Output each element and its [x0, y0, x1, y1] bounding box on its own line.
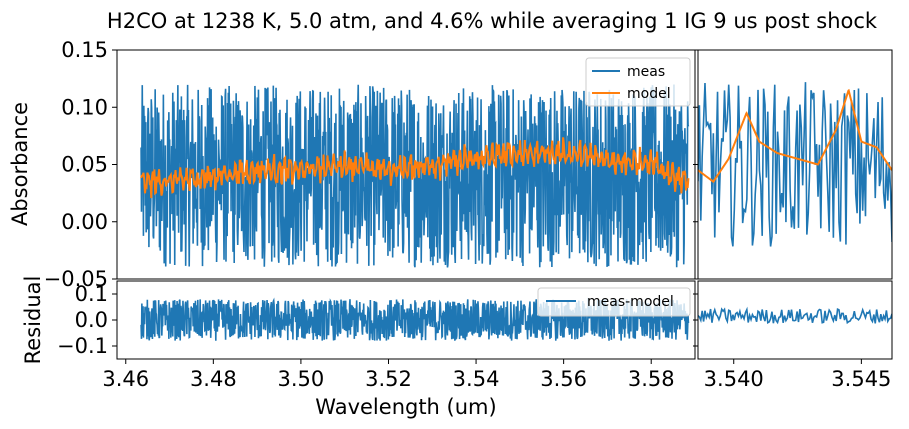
legend-label-meas: meas	[627, 64, 665, 80]
legend-box	[537, 287, 691, 317]
x-tick-label: 3.58	[628, 367, 675, 391]
y-tick-label: 0.05	[61, 153, 108, 177]
chart-title: H2CO at 1238 K, 5.0 atm, and 4.6% while …	[107, 9, 878, 33]
y-tick-label: −0.1	[57, 334, 108, 358]
x-axis-label: Wavelength (um)	[315, 395, 496, 419]
legend-label-model: model	[627, 86, 671, 102]
y-tick-label: 0.00	[61, 210, 108, 234]
y-tick-label: 0.1	[75, 282, 108, 306]
y-tick-label: 0.15	[61, 38, 108, 62]
x-tick-label: 3.54	[453, 367, 500, 391]
legend-residual: meas-model	[537, 287, 691, 317]
absorbance-main-panel: −0.05 0.00 0.05 0.10 0.15 Absorbance meas mo…	[8, 38, 696, 291]
zoom-line-model	[698, 88, 892, 183]
y-tick-label: 0.0	[75, 308, 108, 332]
residual-main-panel: −0.10.00.1 3.46 3.48 3.50 3.52 3.54 3.56 3.58 …	[21, 276, 696, 391]
x-tick-label: 3.540	[704, 367, 764, 391]
x-tick-label: 3.50	[278, 367, 325, 391]
series-line-meas-model	[140, 297, 690, 341]
y-tick-label: 0.10	[61, 95, 108, 119]
series-line-meas	[140, 84, 690, 268]
x-tick-label: 3.56	[540, 367, 587, 391]
y-axis-label-absorbance: Absorbance	[8, 102, 32, 226]
residual-zoom-panel: 3.540 3.545	[693, 280, 893, 391]
x-tick-label: 3.545	[831, 367, 891, 391]
legend-absorbance: meas model	[585, 57, 691, 107]
y-axis-label-residual: Residual	[21, 276, 45, 365]
zoom-line-meas	[698, 82, 892, 247]
x-tick-label: 3.48	[190, 367, 237, 391]
x-tick-label: 3.52	[365, 367, 412, 391]
legend-label-meas-model: meas-model	[587, 294, 674, 310]
zoom-line-meas-model	[698, 306, 892, 325]
y-tick-label: −0.05	[44, 267, 108, 291]
x-tick-label: 3.46	[102, 367, 149, 391]
series-line-model	[140, 137, 690, 199]
absorbance-zoom-panel	[693, 49, 893, 280]
